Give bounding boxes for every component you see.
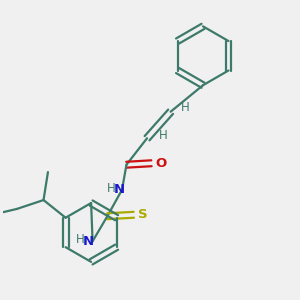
Text: N: N xyxy=(113,183,124,196)
Text: S: S xyxy=(138,208,148,221)
Text: H: H xyxy=(106,182,115,195)
Text: H: H xyxy=(159,129,168,142)
Text: O: O xyxy=(155,157,167,170)
Text: H: H xyxy=(181,101,190,114)
Text: N: N xyxy=(83,235,94,248)
Text: H: H xyxy=(76,233,85,246)
